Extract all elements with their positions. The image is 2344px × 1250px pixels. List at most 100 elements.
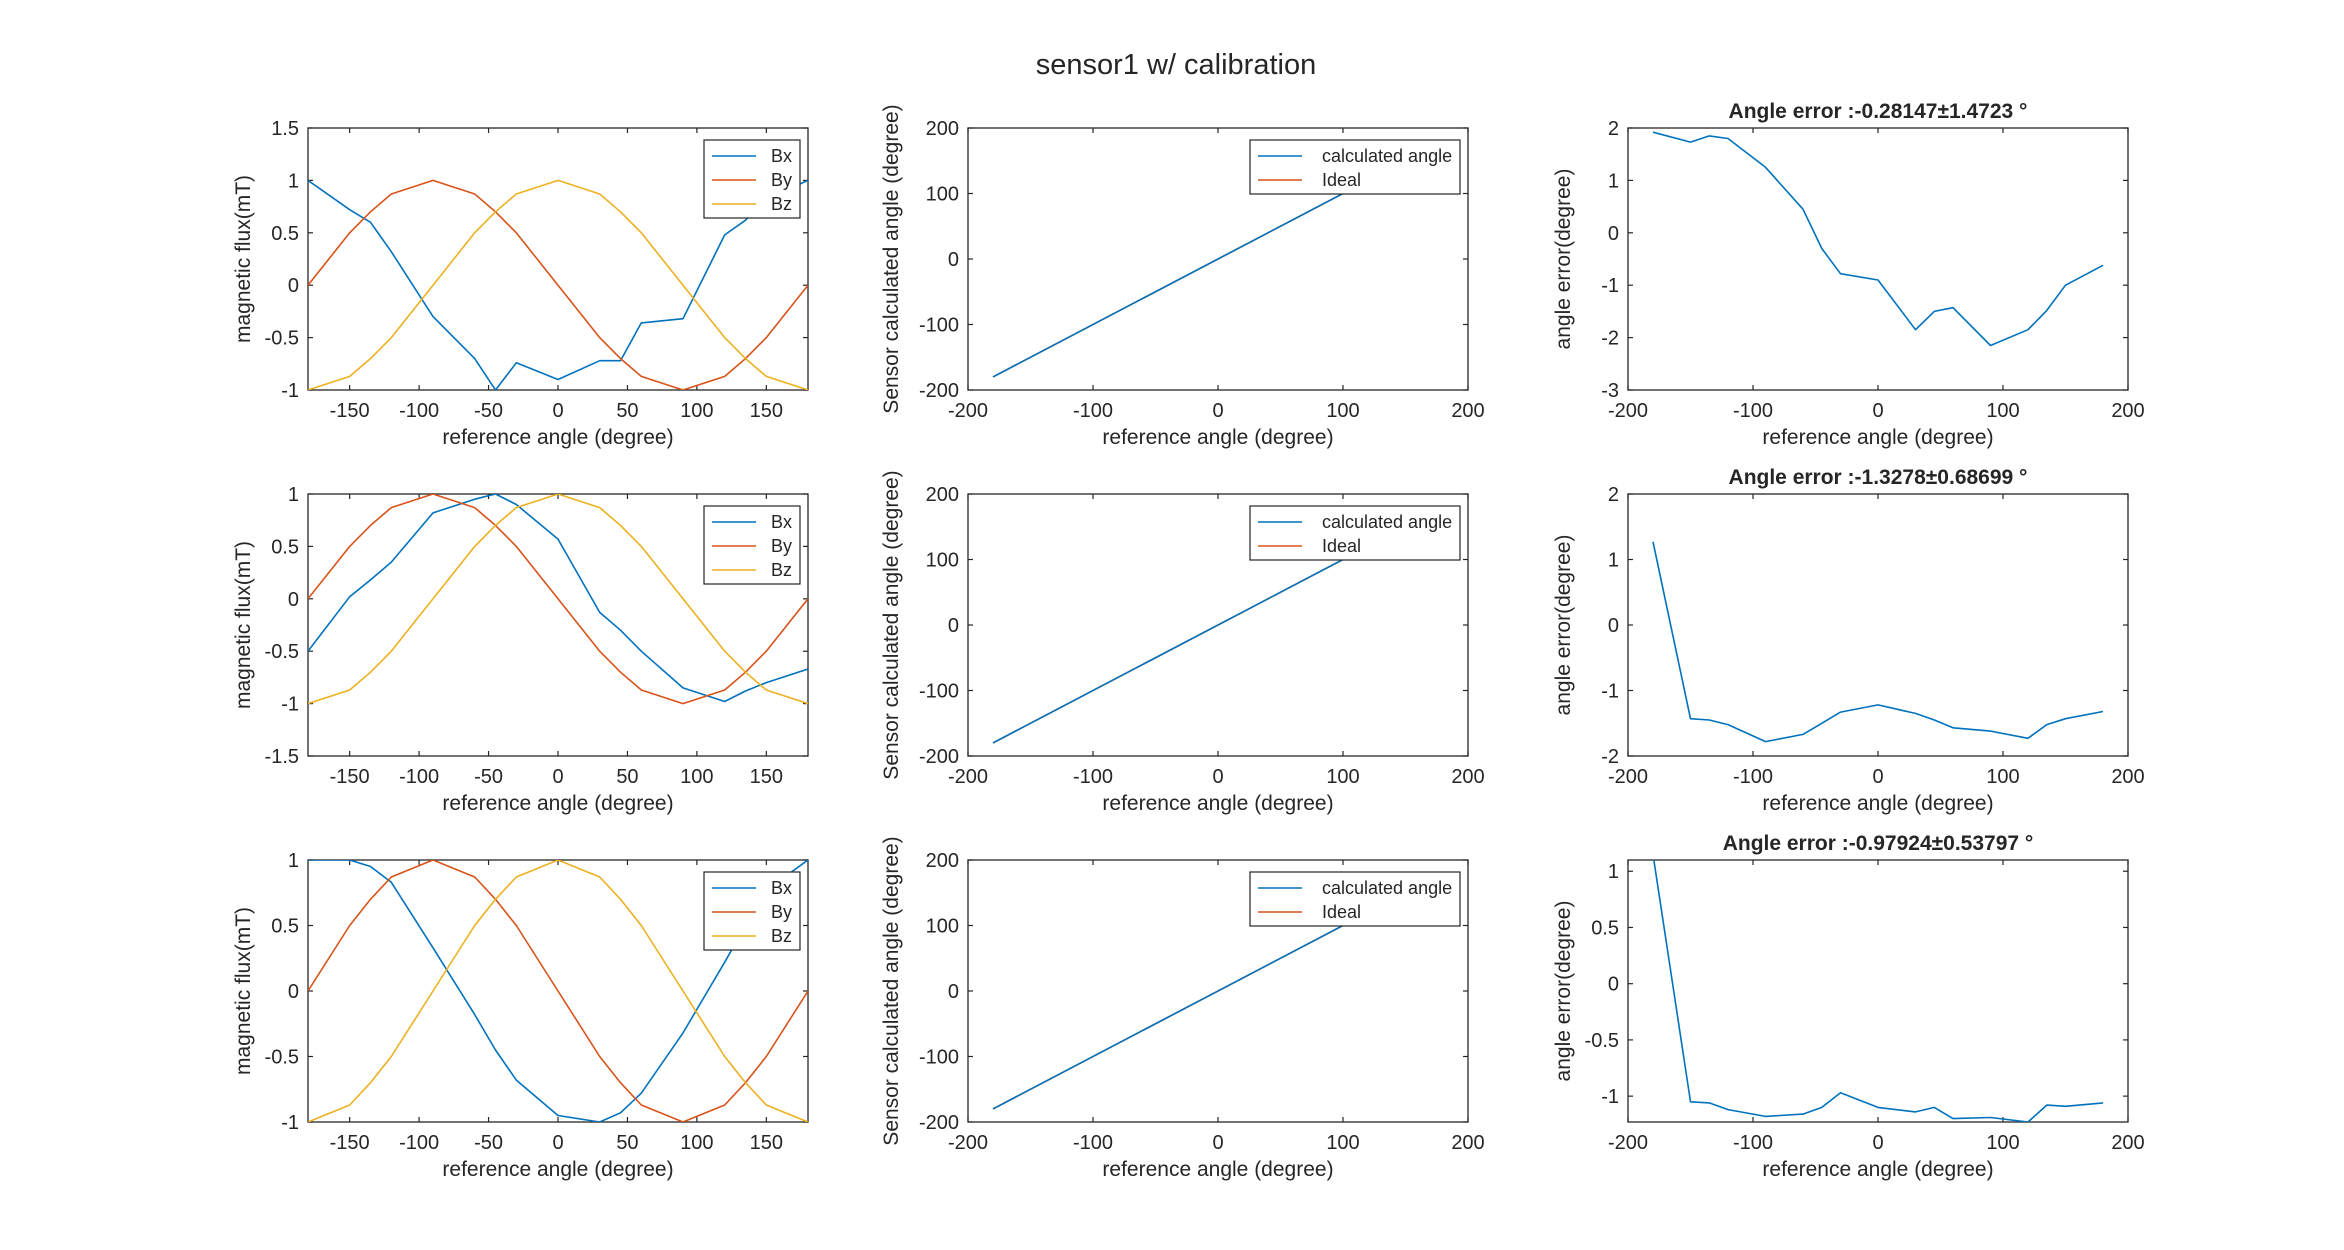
subplot-3-1: -150 -100 -50 0 50 100 150 -1 -0.5 0 0.5 1 reference…: [232, 850, 809, 1181]
y-axis-label: magnetic flux(mT): [232, 907, 255, 1075]
y-tick-label: 1: [288, 484, 299, 506]
x-tick-label: 150: [750, 400, 783, 422]
legend-entry: Ideal: [1322, 536, 1361, 556]
y-tick-label: -1: [1601, 681, 1619, 703]
y-tick-label: 0: [288, 981, 299, 1003]
series-line-bz: [308, 494, 808, 705]
y-tick-label: 200: [926, 118, 959, 140]
plot-area: [1652, 541, 2104, 743]
plot-area: [308, 494, 808, 705]
y-tick-label: -1: [1601, 275, 1619, 297]
series-line-bz: [308, 179, 808, 390]
x-tick-label: -100: [399, 400, 439, 422]
y-tick-label: 200: [926, 850, 959, 872]
y-axis-label: angle error(degree): [1552, 535, 1575, 716]
y-tick-label: -1: [281, 1112, 299, 1134]
y-tick-label: 1: [1608, 170, 1619, 192]
y-tick-label: -2: [1601, 746, 1619, 768]
legend-box: [1249, 139, 1461, 195]
series-line-bx: [308, 179, 808, 390]
x-tick-label: 0: [552, 766, 563, 788]
x-tick-label: -200: [948, 400, 988, 422]
figure-title: sensor1 w/ calibration: [1036, 49, 1316, 81]
legend-entry: Bx: [771, 146, 792, 166]
x-axis-label: reference angle (degree): [1762, 426, 1993, 449]
x-tick-label: 100: [1986, 766, 2019, 788]
x-tick-label: -50: [474, 1132, 503, 1154]
plot-area: [308, 179, 808, 390]
y-tick-label: -1: [281, 694, 299, 716]
legend-entry: Bz: [771, 194, 792, 214]
x-tick-label: -100: [399, 766, 439, 788]
x-tick-label: 100: [680, 400, 713, 422]
series-line-by: [308, 494, 808, 705]
y-tick-label: 0: [288, 589, 299, 611]
y-tick-label: 0: [288, 275, 299, 297]
y-tick-label: 100: [926, 550, 959, 572]
x-tick-label: -100: [1733, 1132, 1773, 1154]
x-tick-label: 0: [1212, 766, 1223, 788]
x-tick-label: -150: [330, 1132, 370, 1154]
x-tick-label: -150: [330, 400, 370, 422]
subplot-title: Angle error :-0.28147±1.4723 °: [1729, 100, 2028, 123]
x-tick-label: 100: [1326, 766, 1359, 788]
y-tick-label: 1: [288, 850, 299, 872]
y-tick-label: -1.5: [265, 746, 299, 768]
y-tick-label: 2: [1608, 484, 1619, 506]
subplot-title: Angle error :-1.3278±0.68699 °: [1729, 466, 2028, 489]
plot-area: [1652, 131, 2104, 347]
x-tick-label: 150: [750, 1132, 783, 1154]
y-tick-label: 0: [1608, 615, 1619, 637]
x-axis-label: reference angle (degree): [442, 426, 673, 449]
y-tick-label: 100: [926, 916, 959, 938]
y-tick-label: -100: [919, 681, 959, 703]
y-tick-label: 0.5: [1591, 917, 1619, 939]
x-tick-label: 0: [1212, 1132, 1223, 1154]
y-tick-label: 0: [1608, 223, 1619, 245]
x-tick-label: 150: [750, 766, 783, 788]
legend-box: [1249, 505, 1461, 561]
legend-entry: Bz: [771, 560, 792, 580]
x-tick-label: 0: [1212, 400, 1223, 422]
y-tick-label: -200: [919, 380, 959, 402]
x-tick-label: -50: [474, 400, 503, 422]
subplot-title: Angle error :-0.97924±0.53797 °: [1723, 832, 2034, 855]
y-tick-label: 1: [288, 170, 299, 192]
x-tick-label: 0: [1872, 766, 1883, 788]
x-tick-label: 100: [1986, 400, 2019, 422]
x-tick-label: 50: [616, 400, 638, 422]
subplot-1-3: -200 -100 0 100 200 -3 -2 -1 0 1 2 reference angle …: [1552, 100, 2145, 449]
legend-entry: calculated angle: [1322, 878, 1452, 898]
y-tick-label: -0.5: [265, 641, 299, 663]
y-tick-label: -1: [281, 380, 299, 402]
x-tick-label: -100: [1733, 400, 1773, 422]
x-axis-label: reference angle (degree): [1102, 426, 1333, 449]
y-tick-label: -1: [1601, 1086, 1619, 1108]
x-axis-label: reference angle (degree): [1762, 792, 1993, 815]
x-axis-label: reference angle (degree): [442, 792, 673, 815]
y-tick-label: -0.5: [265, 1047, 299, 1069]
y-tick-label: -0.5: [1585, 1030, 1619, 1052]
subplot-grid: -150 -100 -50 0 50 100 150-1-0.500.511.5refere…: [232, 100, 2145, 1181]
legend-box: [703, 139, 801, 219]
y-tick-label: -200: [919, 1112, 959, 1134]
series-line-angle-error: [1652, 131, 2104, 347]
x-tick-label: 100: [680, 1132, 713, 1154]
x-tick-label: 200: [1451, 1132, 1484, 1154]
legend-entry: Bx: [771, 512, 792, 532]
subplot-3-3: -200 -100 0 100 200 -1 -0.5 0 0.5 1 reference angl…: [1552, 832, 2145, 1181]
legend-entry: Bz: [771, 926, 792, 946]
legend: calculated angle Ideal: [1249, 139, 1461, 195]
y-tick-label: 1: [1608, 861, 1619, 883]
series-line-bz: [308, 860, 808, 1122]
x-tick-label: -200: [1608, 1132, 1648, 1154]
x-tick-label: 100: [1326, 400, 1359, 422]
y-tick-label: -2: [1601, 328, 1619, 350]
subplot-1-1: -150 -100 -50 0 50 100 150 -1 -0.5 0 0.5 1 1.5 refere…: [232, 118, 809, 449]
legend-entry: Bx: [771, 878, 792, 898]
x-tick-label: 200: [1451, 766, 1484, 788]
y-axis-label: magnetic flux(mT): [232, 175, 255, 343]
y-axis-label: Sensor calculated angle (degree): [880, 104, 903, 413]
y-tick-label: 0: [1608, 974, 1619, 996]
